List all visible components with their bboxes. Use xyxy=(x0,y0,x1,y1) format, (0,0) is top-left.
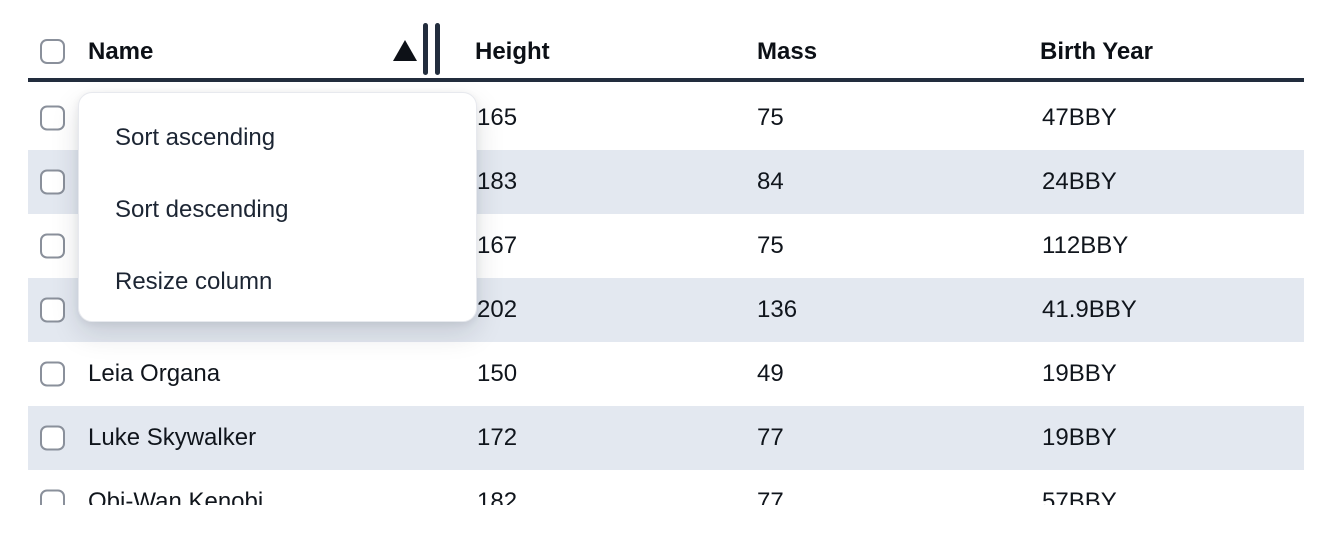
menu-item-label: Sort ascending xyxy=(115,124,276,151)
menu-item-resize-column[interactable]: Resize column xyxy=(79,258,476,306)
cell-birth-year: 112BBY xyxy=(1042,232,1129,259)
resize-bar-icon xyxy=(423,23,428,75)
select-all-checkbox[interactable] xyxy=(40,39,65,64)
cell-mass: 84 xyxy=(757,168,784,195)
cell-mass: 75 xyxy=(757,232,784,259)
row-checkbox[interactable] xyxy=(40,489,65,505)
menu-item-sort-descending[interactable]: Sort descending xyxy=(79,186,476,234)
menu-item-label: Sort descending xyxy=(115,196,289,223)
cell-height: 167 xyxy=(477,232,518,259)
cell-mass: 77 xyxy=(757,424,784,451)
cell-mass: 136 xyxy=(757,296,798,323)
row-checkbox[interactable] xyxy=(40,233,65,259)
column-context-menu: Sort ascending Sort descending Resize co… xyxy=(78,92,477,322)
cell-mass: 77 xyxy=(757,488,784,505)
menu-item-label: Resize column xyxy=(115,268,273,295)
cell-height: 182 xyxy=(477,488,518,505)
cell-birth-year: 41.9BBY xyxy=(1042,296,1137,323)
cell-birth-year: 19BBY xyxy=(1042,360,1117,387)
cell-mass: 75 xyxy=(757,104,784,131)
table-row-6: Luke Skywalker 172 77 19BBY xyxy=(28,406,1304,470)
sort-ascending-icon xyxy=(393,40,417,61)
cell-height: 202 xyxy=(477,296,518,323)
table-row-7: Obi-Wan Kenobi 182 77 57BBY xyxy=(28,470,1304,505)
cell-mass: 49 xyxy=(757,360,784,387)
row-checkbox[interactable] xyxy=(40,425,65,451)
menu-item-sort-ascending[interactable]: Sort ascending xyxy=(79,114,476,162)
column-header-mass[interactable]: Mass xyxy=(757,38,818,65)
table-row-5: Leia Organa 150 49 19BBY xyxy=(28,342,1304,406)
row-checkbox[interactable] xyxy=(40,361,65,387)
column-header-name[interactable]: Name xyxy=(88,38,154,65)
table-row-3: 167 75 112BBY xyxy=(28,214,1304,278)
cell-height: 183 xyxy=(477,168,518,195)
cell-height: 150 xyxy=(477,360,518,387)
cell-height: 165 xyxy=(477,104,518,131)
column-resize-handle[interactable] xyxy=(423,23,440,75)
cell-birth-year: 47BBY xyxy=(1042,104,1117,131)
row-checkbox[interactable] xyxy=(40,105,65,131)
cell-name: Luke Skywalker xyxy=(88,424,257,451)
row-checkbox[interactable] xyxy=(40,297,65,323)
column-header-birth-year[interactable]: Birth Year xyxy=(1040,38,1153,65)
cell-name: Leia Organa xyxy=(88,360,221,387)
table-header-row: Name Height Mass Birth Year xyxy=(28,0,1304,82)
cell-name: Obi-Wan Kenobi xyxy=(88,488,264,505)
table-row-1: 165 75 47BBY xyxy=(28,86,1304,150)
column-header-height[interactable]: Height xyxy=(475,38,550,65)
characters-table: Name Height Mass Birth Year 165 75 47BBY… xyxy=(28,0,1304,505)
resize-bar-icon xyxy=(435,23,440,75)
cell-birth-year: 19BBY xyxy=(1042,424,1117,451)
cell-birth-year: 57BBY xyxy=(1042,488,1117,505)
cell-birth-year: 24BBY xyxy=(1042,168,1117,195)
row-checkbox[interactable] xyxy=(40,169,65,195)
cell-height: 172 xyxy=(477,424,518,451)
